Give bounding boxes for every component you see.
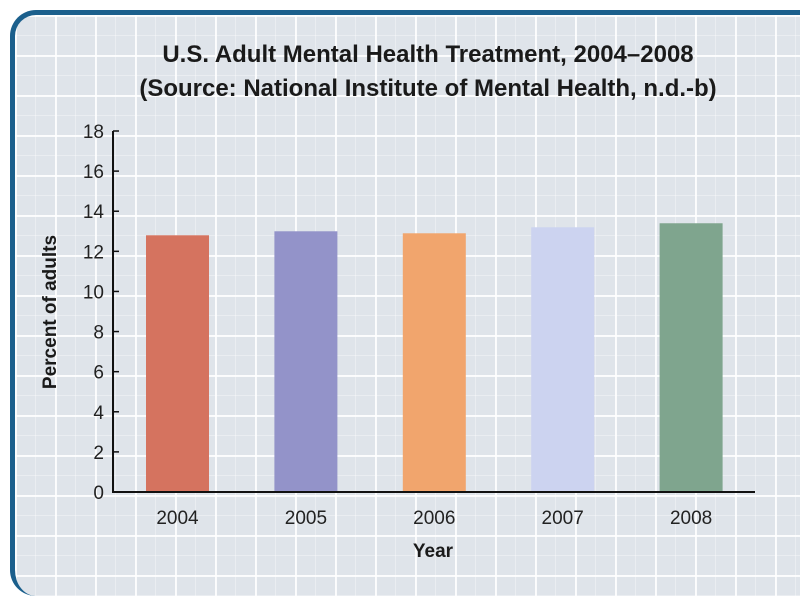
y-tick-label: 6 [93, 363, 104, 384]
x-tick-label: 2004 [156, 508, 199, 529]
bar-2008 [659, 223, 723, 492]
x-axis-title: Year [413, 541, 454, 562]
bar-2006 [402, 233, 466, 493]
y-tick-label: 8 [93, 323, 104, 344]
y-tick-label: 14 [83, 202, 105, 223]
bars-group [146, 223, 723, 493]
x-tick-label: 2007 [542, 508, 584, 529]
x-tick-label: 2005 [285, 508, 327, 529]
y-tick-label: 0 [93, 483, 104, 504]
y-tick-label: 10 [83, 282, 104, 303]
x-tick-label: 2008 [670, 508, 712, 529]
chart-subtitle: (Source: National Institute of Mental He… [139, 75, 716, 102]
x-axis-ticks: 2004 2005 2006 2007 2008 [156, 508, 712, 529]
y-tick-label: 4 [93, 403, 104, 424]
y-axis-title: Percent of adults [40, 235, 61, 389]
chart-title: U.S. Adult Mental Health Treatment, 2004… [162, 41, 693, 68]
bar-2005 [274, 231, 338, 492]
y-tick-label: 2 [93, 443, 104, 464]
y-axis-ticks: 0 2 4 6 8 10 12 14 16 18 [83, 122, 119, 504]
y-tick-label: 12 [83, 242, 104, 263]
bar-2004 [146, 235, 209, 493]
y-tick-label: 18 [83, 122, 104, 143]
bar-2007 [531, 227, 595, 492]
x-tick-label: 2006 [413, 508, 455, 529]
y-tick-label: 16 [83, 162, 104, 183]
